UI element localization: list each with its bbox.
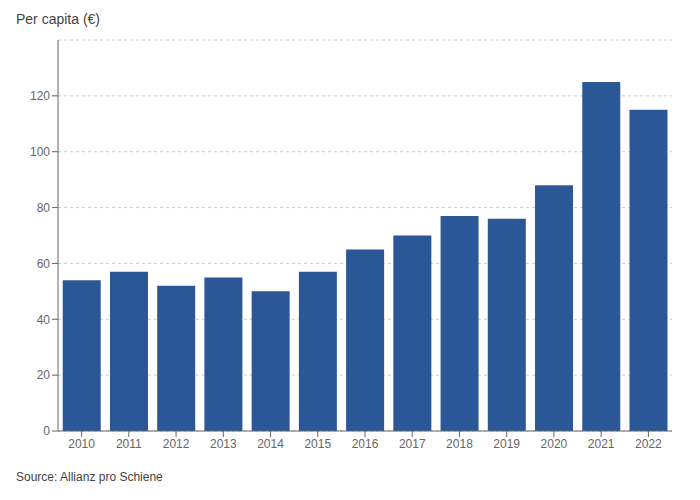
svg-text:0: 0 xyxy=(43,424,50,438)
svg-text:2012: 2012 xyxy=(163,437,190,451)
svg-text:20: 20 xyxy=(37,368,51,382)
svg-text:2016: 2016 xyxy=(352,437,379,451)
svg-text:100: 100 xyxy=(30,145,50,159)
svg-text:2021: 2021 xyxy=(588,437,615,451)
html-text:Per capita (€): Per capita (€) xyxy=(16,11,100,27)
svg-text:2013: 2013 xyxy=(210,437,237,451)
svg-text:2010: 2010 xyxy=(68,437,95,451)
svg-text:120: 120 xyxy=(30,89,50,103)
svg-text:40: 40 xyxy=(37,313,51,327)
svg-text:80: 80 xyxy=(37,201,51,215)
svg-text:2017: 2017 xyxy=(399,437,426,451)
svg-text:60: 60 xyxy=(37,257,51,271)
svg-text:2014: 2014 xyxy=(257,437,284,451)
svg-text:2015: 2015 xyxy=(304,437,331,451)
svg-text:2019: 2019 xyxy=(493,437,520,451)
svg-text:2018: 2018 xyxy=(446,437,473,451)
svg-text:2011: 2011 xyxy=(116,437,142,451)
svg-text:2020: 2020 xyxy=(541,437,568,451)
svg-text:2022: 2022 xyxy=(635,437,662,451)
html-text:Source: Allianz pro Schiene: Source: Allianz pro Schiene xyxy=(16,470,163,484)
